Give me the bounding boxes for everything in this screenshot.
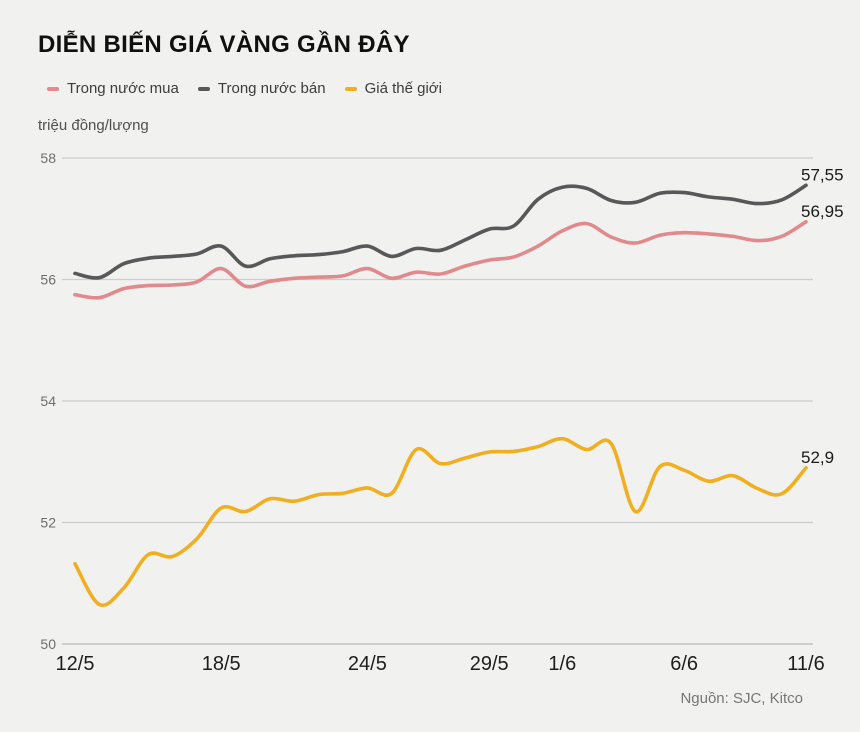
y-tick-label: 50 (40, 636, 56, 652)
series-line-gia-the-gioi (73, 436, 808, 608)
x-tick-label: 6/6 (670, 653, 698, 675)
x-tick-label: 29/5 (470, 653, 509, 675)
legend-item-trong-nuoc-mua: Trong nước mua (47, 80, 179, 97)
series-end-label-gia-the-gioi: 52,9 (801, 448, 834, 467)
legend-item-trong-nuoc-ban: Trong nước bán (197, 80, 326, 97)
x-tick-label: 24/5 (348, 653, 387, 675)
y-tick-label: 56 (40, 272, 56, 288)
series-end-label-trong-nuoc-mua: 56,95 (801, 202, 844, 221)
x-tick-label: 1/6 (548, 653, 576, 675)
x-tick-label: 18/5 (202, 653, 241, 675)
legend: Trong nước mua Trong nước bán Giá thế gi… (47, 80, 442, 97)
y-tick-label: 54 (40, 393, 56, 409)
legend-label: Trong nước mua (67, 80, 179, 97)
x-tick-label: 12/5 (56, 653, 95, 675)
buy-line-swatch-icon (47, 86, 59, 91)
source-credit: Nguồn: SJC, Kitco (680, 690, 803, 707)
y-tick-label: 52 (40, 515, 56, 531)
y-axis-unit-label: triệu đồng/lượng (38, 117, 149, 134)
y-tick-label: 58 (40, 150, 56, 166)
page-title: DIỄN BIẾN GIÁ VÀNG GẦN ĐÂY (38, 31, 410, 58)
x-tick-label: 11/6 (787, 653, 824, 675)
series-line-trong-nuoc-mua (73, 220, 808, 300)
sell-line-swatch-icon (197, 86, 210, 91)
legend-item-gia-the-gioi: Giá thế giới (344, 80, 442, 97)
legend-label: Giá thế giới (364, 80, 442, 97)
series-line-trong-nuoc-ban (73, 183, 808, 280)
world-line-swatch-icon (344, 86, 357, 91)
legend-label: Trong nước bán (217, 80, 326, 97)
series-end-label-trong-nuoc-ban: 57,55 (801, 165, 844, 184)
